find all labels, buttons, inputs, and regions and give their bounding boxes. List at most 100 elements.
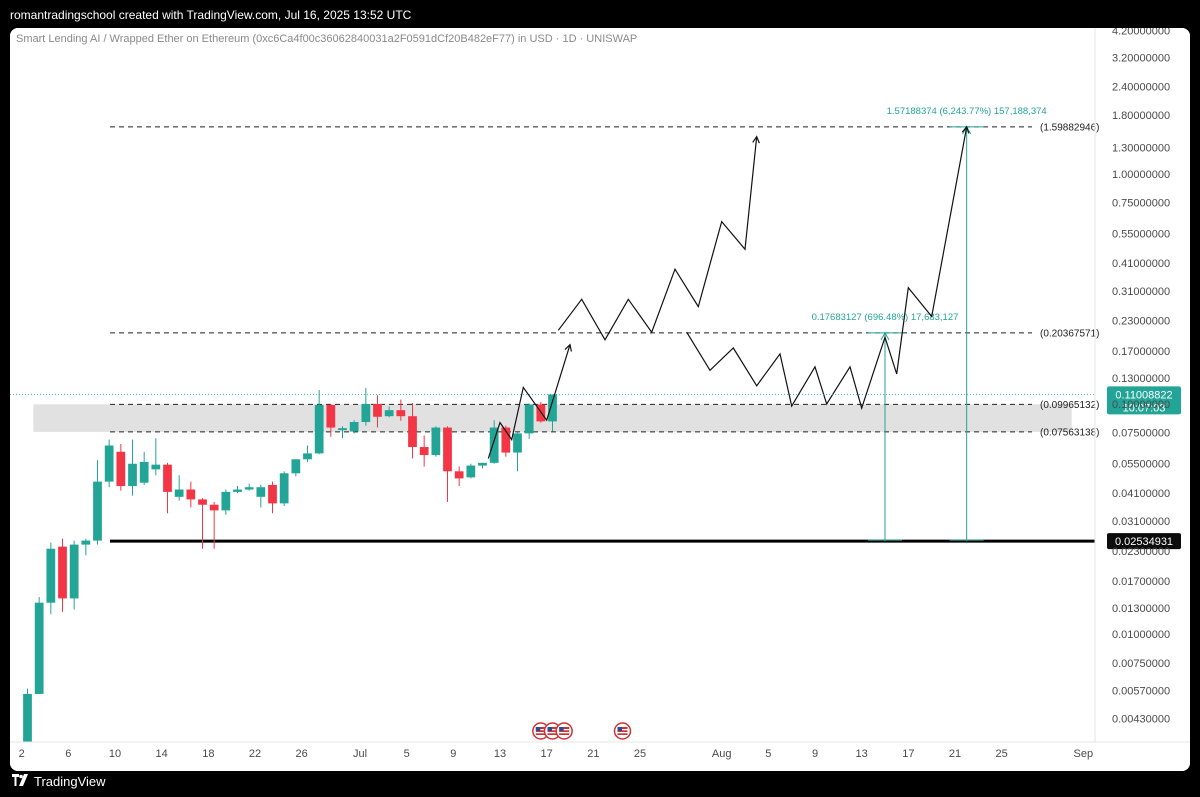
candle-body-up — [151, 464, 161, 470]
event-marker-stripe — [547, 732, 558, 734]
y-tick-label: 0.00430000 — [1112, 714, 1170, 726]
x-tick-label: 25 — [996, 748, 1008, 760]
y-tick-label: 0.75000000 — [1112, 198, 1170, 210]
y-tick-label: 1.00000000 — [1112, 169, 1170, 181]
y-tick-label: 0.31000000 — [1112, 286, 1170, 298]
y-tick-label: 1.80000000 — [1112, 110, 1170, 122]
candle-body-up — [233, 489, 242, 492]
x-tick-label: 13 — [494, 748, 506, 760]
event-marker-canton — [617, 727, 622, 731]
level-label: (0.20367571) — [1040, 328, 1100, 339]
measure-label: 0.17683127 (696.48%) 17,683,127 — [812, 312, 959, 323]
candle-body-up — [256, 487, 266, 497]
chart-panel[interactable]: (1.59882946) (0.20367571) (0.09965132) (0.0… — [10, 28, 1190, 771]
candle-body-up — [361, 403, 371, 423]
support-price-label: 0.02534931 — [1115, 536, 1173, 548]
x-tick-label: Aug — [712, 748, 732, 760]
x-tick-label: 9 — [450, 748, 456, 760]
candle-body-up — [81, 540, 91, 545]
event-marker-stripe — [535, 732, 546, 734]
y-tick-label: 0.55000000 — [1112, 229, 1170, 241]
x-tick-label: 17 — [902, 748, 914, 760]
y-tick-label: 0.13000000 — [1112, 373, 1170, 385]
event-marker-stripes — [535, 727, 546, 735]
level-label: (1.59882946) — [1040, 122, 1100, 133]
candle-body-up — [46, 548, 56, 603]
candle-body-up — [69, 544, 79, 599]
y-tick-label: 0.10000000 — [1112, 399, 1170, 411]
x-tick-label: Jul — [353, 748, 367, 760]
candle-body-up — [489, 427, 499, 463]
event-marker-stripe — [617, 729, 628, 731]
y-tick-label: 0.01000000 — [1112, 629, 1170, 641]
y-tick-label: 3.20000000 — [1112, 53, 1170, 65]
chart-title: Smart Lending AI / Wrapped Ether on Ethe… — [16, 33, 637, 45]
y-tick-label: 0.00750000 — [1112, 658, 1170, 670]
event-marker-stripes — [547, 727, 558, 735]
x-tick-label: 17 — [541, 748, 553, 760]
candle-body-up — [244, 487, 254, 490]
x-tick-label: 26 — [296, 748, 308, 760]
event-marker-stripes — [559, 727, 570, 735]
x-tick-label: 5 — [404, 748, 410, 760]
projection-path — [487, 344, 571, 459]
candle-body-down — [373, 403, 382, 417]
candle-body-down — [419, 447, 429, 456]
candle-body-up — [524, 404, 534, 434]
candle-body-down — [163, 464, 172, 492]
candle-body-down — [116, 451, 126, 487]
y-tick-label: 0.04100000 — [1112, 488, 1170, 500]
y-tick-label: 0.05500000 — [1112, 459, 1170, 471]
y-tick-label: 0.03100000 — [1112, 516, 1170, 528]
footer-brand-text: TradingView — [34, 774, 106, 789]
candle-body-down — [443, 427, 452, 472]
candle-body-up — [34, 602, 44, 694]
event-marker-stripe — [617, 732, 628, 734]
measure-label: 1.57188374 (6,243.77%) 157,188,374 — [887, 106, 1047, 117]
last-price-label: 0.11008822 — [1115, 389, 1172, 401]
last-price-countdown: 10:07:03 — [1123, 402, 1166, 414]
candle-body-up — [349, 422, 359, 432]
price-chart[interactable]: (1.59882946) (0.20367571) (0.09965132) (0.0… — [10, 28, 1190, 771]
chart-background — [10, 28, 1190, 771]
x-tick-label: 6 — [65, 748, 71, 760]
candle-body-up — [466, 465, 476, 478]
candle-body-down — [186, 489, 196, 500]
snapshot-author-header: romantradingschool created with TradingV… — [10, 8, 412, 22]
event-marker-stripe — [559, 729, 570, 731]
measure-arrowhead — [880, 331, 890, 341]
candle-body-up — [314, 404, 324, 454]
projection-arrowhead — [564, 343, 572, 352]
us-flag-event-icon — [555, 722, 573, 740]
y-tick-label: 0.41000000 — [1112, 258, 1170, 270]
event-marker-canton — [559, 727, 564, 731]
x-tick-label: 21 — [949, 748, 961, 760]
x-tick-label: 21 — [587, 748, 599, 760]
event-marker-canton — [535, 727, 541, 731]
x-tick-label: 22 — [249, 748, 261, 760]
candle-body-down — [501, 427, 511, 453]
candle-body-up — [139, 461, 149, 483]
event-marker-stripe — [559, 732, 570, 734]
y-tick-label: 0.07500000 — [1112, 428, 1170, 440]
y-tick-label: 0.02300000 — [1112, 546, 1170, 558]
level-label: (0.09965132) — [1040, 400, 1100, 411]
x-tick-label: 25 — [634, 748, 646, 760]
candle-body-up — [221, 491, 231, 511]
x-tick-label: Sep — [1074, 748, 1094, 760]
event-marker-canton — [547, 727, 552, 731]
y-tick-label: 0.01300000 — [1112, 603, 1170, 615]
x-tick-label: 10 — [109, 748, 121, 760]
candle-body-up — [104, 445, 114, 482]
candle-body-down — [326, 404, 336, 428]
x-tick-label: 18 — [202, 748, 214, 760]
x-tick-label: 9 — [812, 748, 818, 760]
projection-path — [557, 136, 758, 342]
last-price-tag — [1107, 386, 1181, 415]
candle-body-up — [303, 453, 312, 460]
y-tick-label: 0.17000000 — [1112, 346, 1170, 358]
event-marker-stripes — [617, 727, 628, 735]
y-tick-label: 1.30000000 — [1112, 143, 1170, 155]
x-tick-label: 13 — [856, 748, 868, 760]
